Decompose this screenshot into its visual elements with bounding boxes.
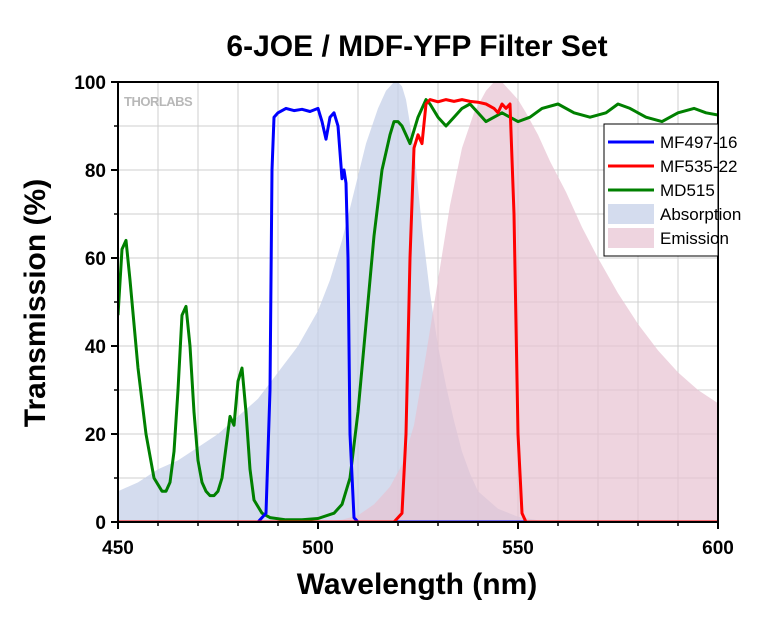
legend-label: Absorption xyxy=(660,205,741,224)
x-tick-label: 550 xyxy=(502,538,534,559)
thorlabs-watermark: THORLABS xyxy=(124,94,193,109)
y-tick-label: 0 xyxy=(95,513,106,534)
legend-label: MF497-16 xyxy=(660,133,737,152)
y-axis-label: Transmission (%) xyxy=(19,179,52,427)
y-tick-label: 40 xyxy=(85,337,106,358)
y-tick-label: 60 xyxy=(85,249,106,270)
x-tick-label: 500 xyxy=(302,538,334,559)
legend: MF497-16 MF535-22 MD515 Absorption Emission xyxy=(603,123,741,257)
x-tick-label: 450 xyxy=(102,538,134,559)
series-emission-area xyxy=(318,82,718,522)
y-tick-label: 100 xyxy=(74,73,106,94)
series-md515-line xyxy=(118,98,718,522)
x-axis-label: Wavelength (nm) xyxy=(297,568,538,601)
x-tick-label: 600 xyxy=(702,538,734,559)
chart-title: 6-JOE / MDF-YFP Filter Set xyxy=(226,30,607,63)
legend-swatch xyxy=(608,204,654,224)
series-group xyxy=(118,82,718,522)
axis-ticks: 450 500 550 600 0 20 40 60 80 100 xyxy=(74,73,734,559)
y-tick-label: 80 xyxy=(85,161,106,182)
y-tick-label: 20 xyxy=(85,425,106,446)
legend-swatch xyxy=(608,228,654,248)
legend-label: Emission xyxy=(660,229,729,248)
legend-label: MF535-22 xyxy=(660,157,737,176)
series-mf497-16-line xyxy=(118,106,718,522)
series-mf535-22-line xyxy=(118,98,718,522)
legend-label: MD515 xyxy=(660,181,715,200)
